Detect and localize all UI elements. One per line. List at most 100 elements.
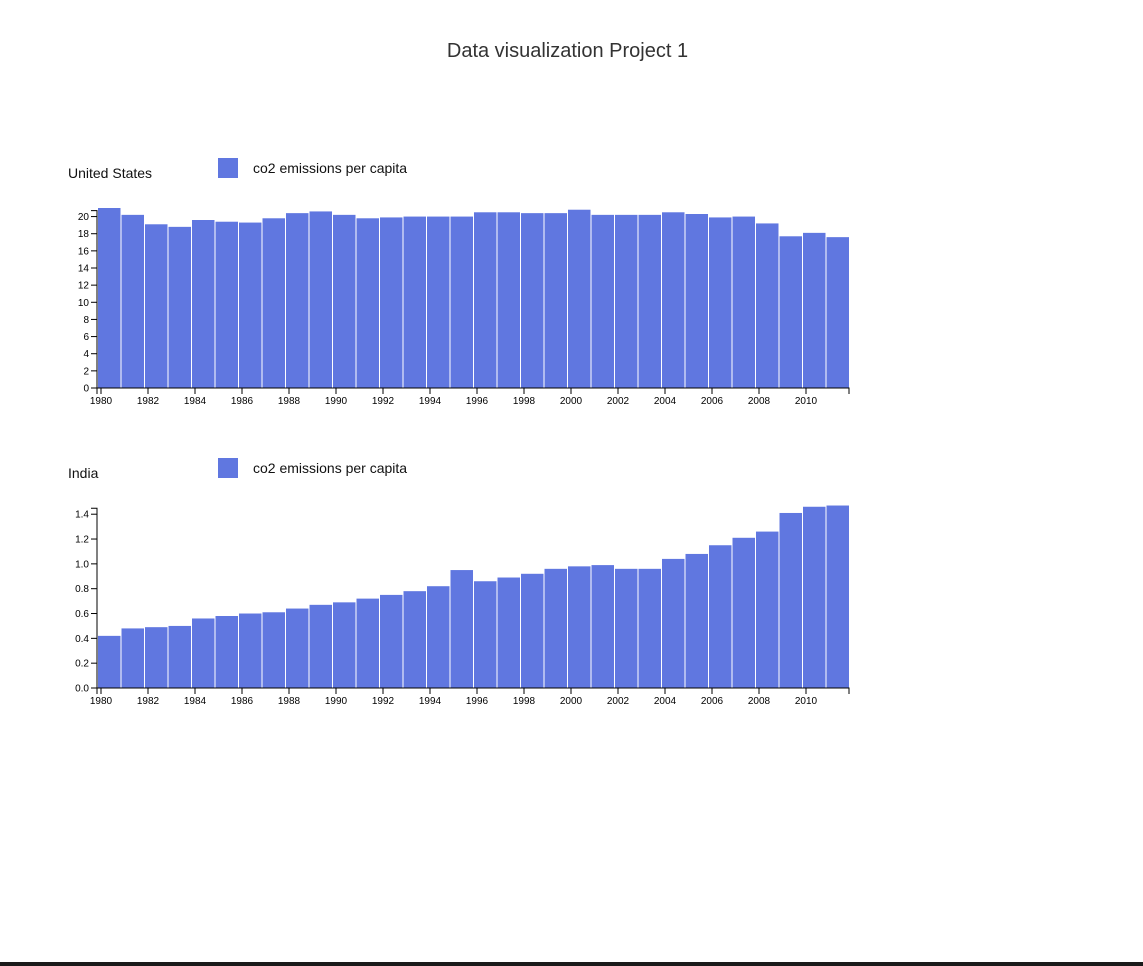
bars bbox=[98, 208, 849, 388]
y-tick-label: 14 bbox=[78, 264, 90, 275]
legend-swatch bbox=[218, 158, 238, 178]
bar bbox=[521, 213, 544, 388]
y-tick-label: 0.6 bbox=[75, 609, 89, 620]
x-tick-label: 2010 bbox=[795, 696, 818, 707]
bar bbox=[121, 214, 144, 388]
bar bbox=[803, 232, 826, 388]
bar bbox=[474, 212, 497, 388]
bar bbox=[286, 213, 309, 388]
bar bbox=[709, 545, 732, 688]
x-tick-label: 1994 bbox=[419, 396, 442, 407]
x-axis-line bbox=[96, 387, 850, 394]
y-tick-label: 20 bbox=[78, 212, 90, 223]
bar bbox=[286, 608, 309, 688]
x-tick-label: 1980 bbox=[90, 396, 113, 407]
bar bbox=[98, 208, 121, 388]
bar bbox=[826, 505, 849, 688]
bar bbox=[779, 512, 802, 688]
bar bbox=[168, 625, 191, 688]
x-axis-line bbox=[96, 687, 850, 694]
x-tick-label: 1996 bbox=[466, 696, 489, 707]
x-tick-label: 1992 bbox=[372, 396, 395, 407]
bar bbox=[380, 594, 403, 688]
bar bbox=[544, 213, 567, 388]
y-tick-label: 2 bbox=[83, 366, 89, 377]
bar bbox=[403, 591, 426, 688]
bar bbox=[779, 236, 802, 388]
bar bbox=[615, 214, 638, 388]
x-axis: 1980 1982 1984 1986 1988 1990 1992 1994 1996 1998… bbox=[90, 687, 850, 707]
x-tick-label: 1990 bbox=[325, 396, 348, 407]
bar bbox=[380, 217, 403, 388]
y-tick-label: 4 bbox=[83, 349, 89, 360]
x-tick-label: 2008 bbox=[748, 696, 771, 707]
x-tick-label: 2000 bbox=[560, 396, 583, 407]
bar bbox=[192, 220, 215, 388]
chart-title: India bbox=[68, 465, 99, 481]
bar bbox=[215, 221, 238, 388]
x-tick-label: 2006 bbox=[701, 696, 724, 707]
bar bbox=[333, 214, 356, 388]
y-tick-label: 8 bbox=[83, 315, 89, 326]
x-tick-label: 2002 bbox=[607, 396, 630, 407]
bar bbox=[638, 214, 661, 388]
bar bbox=[591, 565, 614, 688]
bar bbox=[615, 568, 638, 688]
bar bbox=[239, 613, 262, 688]
y-tick-label: 12 bbox=[78, 281, 90, 292]
y-axis-line bbox=[91, 507, 98, 689]
y-tick-label: 0.4 bbox=[75, 634, 89, 645]
x-tick-label: 1980 bbox=[90, 696, 113, 707]
bars bbox=[98, 505, 849, 688]
legend: co2 emissions per capita bbox=[218, 458, 407, 478]
bar bbox=[403, 216, 426, 388]
x-tick-label: 1986 bbox=[231, 396, 254, 407]
x-tick-label: 1988 bbox=[278, 396, 301, 407]
bar bbox=[262, 218, 285, 388]
bar bbox=[568, 209, 591, 388]
bar-chart-svg: 0.0 0.2 0.4 0.6 0.8 1.0 1.2 1.4 1980 1982 1984 1986… bbox=[75, 505, 850, 707]
bar bbox=[568, 566, 591, 688]
bar bbox=[544, 568, 567, 688]
y-tick-label: 0.0 bbox=[75, 684, 89, 695]
bar bbox=[756, 223, 779, 388]
bar bbox=[732, 537, 755, 688]
y-tick-label: 1.4 bbox=[75, 510, 89, 521]
x-tick-label: 1988 bbox=[278, 696, 301, 707]
bar bbox=[215, 616, 238, 688]
bar bbox=[591, 214, 614, 388]
x-axis: 1980 1982 1984 1986 1988 1990 1992 1994 1996 1998… bbox=[90, 387, 850, 407]
x-tick-label: 1984 bbox=[184, 396, 207, 407]
x-tick-label: 1986 bbox=[231, 696, 254, 707]
bar bbox=[356, 598, 379, 688]
x-tick-label: 1990 bbox=[325, 696, 348, 707]
x-tick-label: 2000 bbox=[560, 696, 583, 707]
x-tick-label: 1998 bbox=[513, 696, 536, 707]
bar bbox=[732, 216, 755, 388]
bar bbox=[427, 216, 450, 388]
x-tick-label: 2008 bbox=[748, 396, 771, 407]
y-tick-label: 0 bbox=[83, 384, 89, 395]
x-tick-label: 1998 bbox=[513, 396, 536, 407]
legend-label: co2 emissions per capita bbox=[253, 160, 408, 176]
x-tick-label: 2002 bbox=[607, 696, 630, 707]
x-tick-label: 1982 bbox=[137, 396, 160, 407]
legend-swatch bbox=[218, 458, 238, 478]
bar bbox=[826, 237, 849, 388]
bar bbox=[662, 558, 685, 688]
bar bbox=[497, 577, 520, 688]
bar bbox=[168, 226, 191, 388]
bar bbox=[497, 212, 520, 388]
y-tick-label: 6 bbox=[83, 332, 89, 343]
bar bbox=[98, 635, 121, 688]
x-tick-label: 1984 bbox=[184, 696, 207, 707]
bar bbox=[474, 581, 497, 688]
x-tick-label: 2006 bbox=[701, 396, 724, 407]
x-tick-label: 1992 bbox=[372, 696, 395, 707]
y-tick-label: 16 bbox=[78, 246, 90, 257]
bar bbox=[121, 628, 144, 688]
y-axis-line bbox=[91, 210, 98, 389]
y-tick-label: 0.2 bbox=[75, 659, 89, 670]
legend: co2 emissions per capita bbox=[218, 158, 407, 178]
bar bbox=[709, 217, 732, 388]
